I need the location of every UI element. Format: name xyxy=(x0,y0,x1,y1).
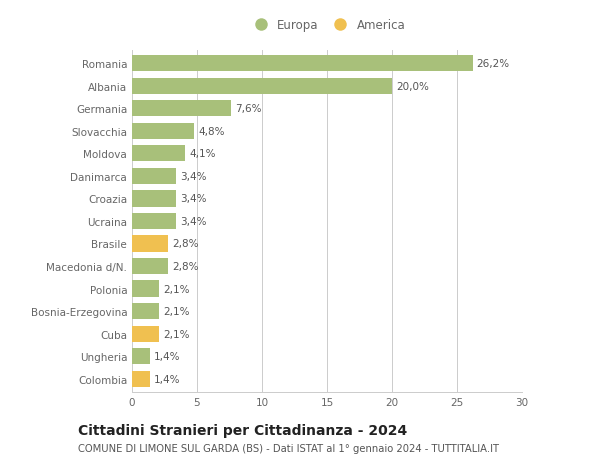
Bar xyxy=(132,78,392,95)
Text: 3,4%: 3,4% xyxy=(180,217,206,226)
Text: 1,4%: 1,4% xyxy=(154,374,181,384)
Text: 20,0%: 20,0% xyxy=(396,82,429,91)
Legend: Europa, America: Europa, America xyxy=(249,19,405,32)
Bar xyxy=(132,236,169,252)
Bar xyxy=(132,326,160,342)
Bar xyxy=(132,191,176,207)
Text: 3,4%: 3,4% xyxy=(180,194,206,204)
Bar xyxy=(132,258,169,274)
Text: Cittadini Stranieri per Cittadinanza - 2024: Cittadini Stranieri per Cittadinanza - 2… xyxy=(78,423,407,437)
Text: 2,1%: 2,1% xyxy=(163,284,190,294)
Bar xyxy=(132,56,473,72)
Text: 4,8%: 4,8% xyxy=(198,127,225,136)
Text: 2,1%: 2,1% xyxy=(163,329,190,339)
Text: 7,6%: 7,6% xyxy=(235,104,261,114)
Bar xyxy=(132,213,176,230)
Bar xyxy=(132,281,160,297)
Bar xyxy=(132,168,176,185)
Bar xyxy=(132,348,150,364)
Text: 2,8%: 2,8% xyxy=(172,262,199,271)
Text: 1,4%: 1,4% xyxy=(154,352,181,361)
Bar xyxy=(132,303,160,319)
Text: 26,2%: 26,2% xyxy=(476,59,509,69)
Bar xyxy=(132,123,194,140)
Text: 3,4%: 3,4% xyxy=(180,172,206,181)
Text: 2,8%: 2,8% xyxy=(172,239,199,249)
Text: 4,1%: 4,1% xyxy=(189,149,216,159)
Text: 2,1%: 2,1% xyxy=(163,307,190,316)
Bar xyxy=(132,371,150,387)
Bar xyxy=(132,101,231,117)
Bar xyxy=(132,146,185,162)
Text: COMUNE DI LIMONE SUL GARDA (BS) - Dati ISTAT al 1° gennaio 2024 - TUTTITALIA.IT: COMUNE DI LIMONE SUL GARDA (BS) - Dati I… xyxy=(78,443,499,453)
